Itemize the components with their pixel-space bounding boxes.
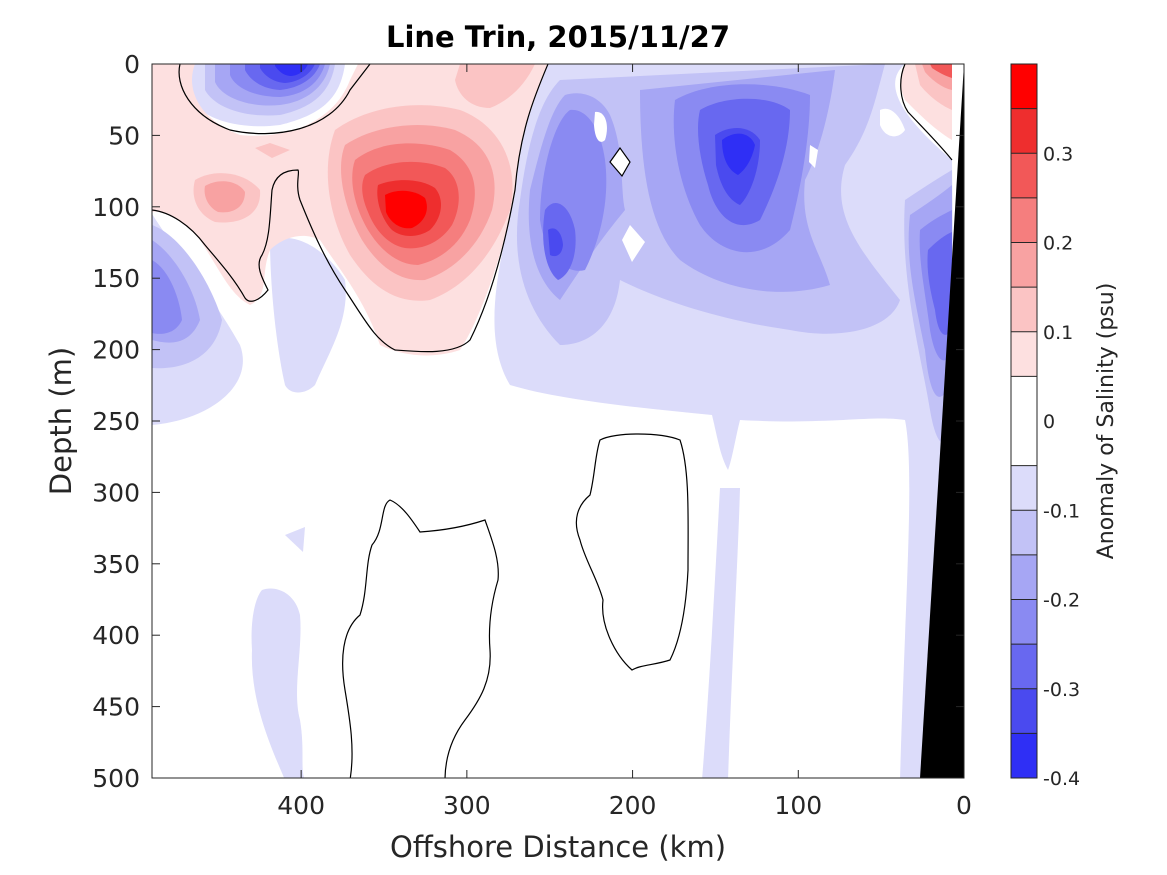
y-tick-label-0: 0 (124, 50, 140, 79)
colorbar-tick-label-0: -0.4 (1043, 768, 1080, 790)
y-tick-label-6: 300 (92, 478, 140, 507)
zero-contours (152, 64, 953, 778)
colorbar-band-12 (1011, 197, 1037, 243)
colorbar-band-1 (1011, 733, 1037, 778)
zero-contour-surface-west (178, 64, 371, 135)
fresh-patch-small (285, 527, 305, 552)
colorbar-band-2 (1011, 688, 1037, 734)
fresh-core-coastal (927, 232, 952, 335)
y-tick-label-4: 200 (92, 336, 140, 365)
saline-core-max (385, 190, 427, 229)
contour-field (152, 64, 955, 778)
colorbar-band-14 (1011, 108, 1037, 154)
colorbar-tick-label-1: -0.3 (1043, 679, 1080, 701)
colorbar-tick-label-7: 0.3 (1043, 143, 1073, 165)
colorbar-band-11 (1011, 242, 1037, 288)
colorbar-band-9 (1011, 331, 1037, 377)
x-axis: 400 300 200 100 0 (277, 64, 972, 820)
x-tick-label-0: 400 (277, 791, 325, 820)
white-gap-east (809, 145, 818, 168)
y-tick-label-1: 50 (108, 121, 140, 150)
colorbar-label: Anomaly of Salinity (psu) (1094, 283, 1119, 560)
fresh-patch-deep-west (251, 588, 305, 778)
x-axis-label: Offshore Distance (km) (390, 830, 726, 864)
zero-contour-coastal (900, 64, 953, 161)
fresh-stripe-150km (702, 488, 740, 778)
colorbar-frame (1010, 63, 1038, 779)
saline-surface-patch (455, 64, 535, 108)
x-tick-label-1: 300 (443, 791, 491, 820)
fresh-patch-mid-west (270, 237, 346, 393)
saline-coastal-core (930, 64, 952, 78)
fresh-core-central-strong (548, 228, 563, 257)
bathymetry-land (920, 64, 964, 778)
fresh-core-east-max (722, 133, 755, 175)
zero-contour-eddy (152, 64, 549, 353)
colorbar-tick-label-5: 0.1 (1043, 322, 1073, 344)
colorbar-band-10 (1011, 287, 1037, 332)
colorbar: -0.4 -0.3 -0.2 -0.1 0 0.1 0.2 0.3 (1010, 63, 1080, 790)
zero-contour-deep-center (575, 433, 689, 671)
white-gap-coastal (880, 108, 905, 137)
fresh-surface-core-4 (275, 64, 308, 76)
x-tick-label-4: 0 (956, 791, 972, 820)
colorbar-tick-label-3: -0.1 (1043, 500, 1080, 522)
colorbar-tick-label-2: -0.2 (1043, 590, 1080, 612)
y-tick-label-8: 400 (92, 621, 140, 650)
y-tick-label-2: 100 (92, 193, 140, 222)
colorbar-band-4 (1011, 599, 1037, 645)
colorbar-band-5 (1011, 554, 1037, 600)
y-tick-label-10: 500 (92, 764, 140, 793)
colorbar-band-13 (1011, 153, 1037, 198)
colorbar-band-15 (1011, 64, 1037, 109)
y-tick-label-3: 150 (92, 264, 140, 293)
y-tick-label-7: 350 (92, 550, 140, 579)
zero-contour-diamond (609, 146, 631, 178)
white-gap-200km (622, 225, 645, 262)
y-tick-label-5: 250 (92, 407, 140, 436)
x-tick-label-2: 200 (609, 791, 657, 820)
colorbar-tick-label-6: 0.2 (1043, 233, 1073, 255)
saline-small-lens (255, 143, 290, 158)
colorbar-band-7 (1011, 465, 1037, 511)
x-tick-label-3: 100 (774, 791, 822, 820)
colorbar-band-3 (1011, 644, 1037, 689)
y-axis: 0 50 100 150 200 250 300 350 400 450 500 (92, 50, 964, 793)
colorbar-tick-label-4: 0 (1043, 411, 1055, 433)
colorbar-band-6 (1011, 510, 1037, 555)
chart-title: Line Trin, 2015/11/27 (386, 20, 730, 54)
colorbar-band-8 (1011, 376, 1037, 466)
y-tick-label-9: 450 (92, 693, 140, 722)
zero-contour-deep-west (342, 499, 499, 778)
saline-lens-west-medium (204, 181, 245, 213)
white-gap-center (594, 111, 607, 142)
y-axis-label: Depth (m) (44, 347, 78, 495)
